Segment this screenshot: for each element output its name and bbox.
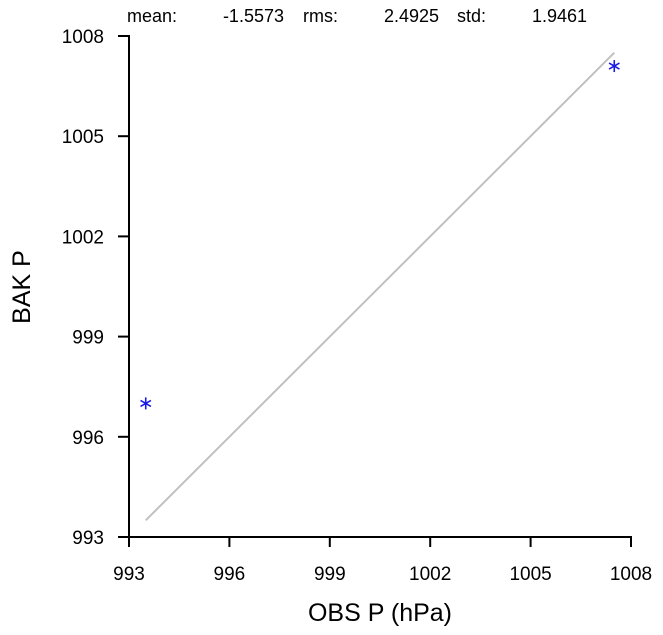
x-tick-label: 993 [113,564,145,585]
rms-label: rms: [303,6,338,26]
y-tick-label: 1008 [62,27,104,48]
y-axis-title: BAK P [8,250,36,324]
x-tick-label: 1002 [409,564,451,585]
y-tick-label: 1002 [62,227,104,248]
y-ticks: 993 996 999 1002 1005 1008 [62,27,129,549]
stats-header: mean: -1.5573 rms: 2.4925 std: 1.9461 [127,6,587,26]
y-tick-label: 999 [72,328,104,349]
x-tick-label: 1008 [610,564,652,585]
data-point [140,397,152,410]
data-point [608,60,620,73]
data-points [140,60,620,410]
y-tick-label: 996 [72,428,104,449]
std-label: std: [457,6,486,26]
mean-label: mean: [127,6,177,26]
y-tick-label: 993 [72,528,104,549]
x-axis-title: OBS P (hPa) [308,599,452,627]
x-ticks: 993 996 999 1002 1005 1008 [113,537,652,585]
mean-value: -1.5573 [223,6,284,26]
x-tick-label: 999 [314,564,346,585]
rms-value: 2.4925 [384,6,439,26]
std-value: 1.9461 [532,6,587,26]
x-tick-label: 1005 [509,564,551,585]
x-tick-label: 996 [214,564,246,585]
y-tick-label: 1005 [62,127,104,148]
reference-line [145,51,615,522]
